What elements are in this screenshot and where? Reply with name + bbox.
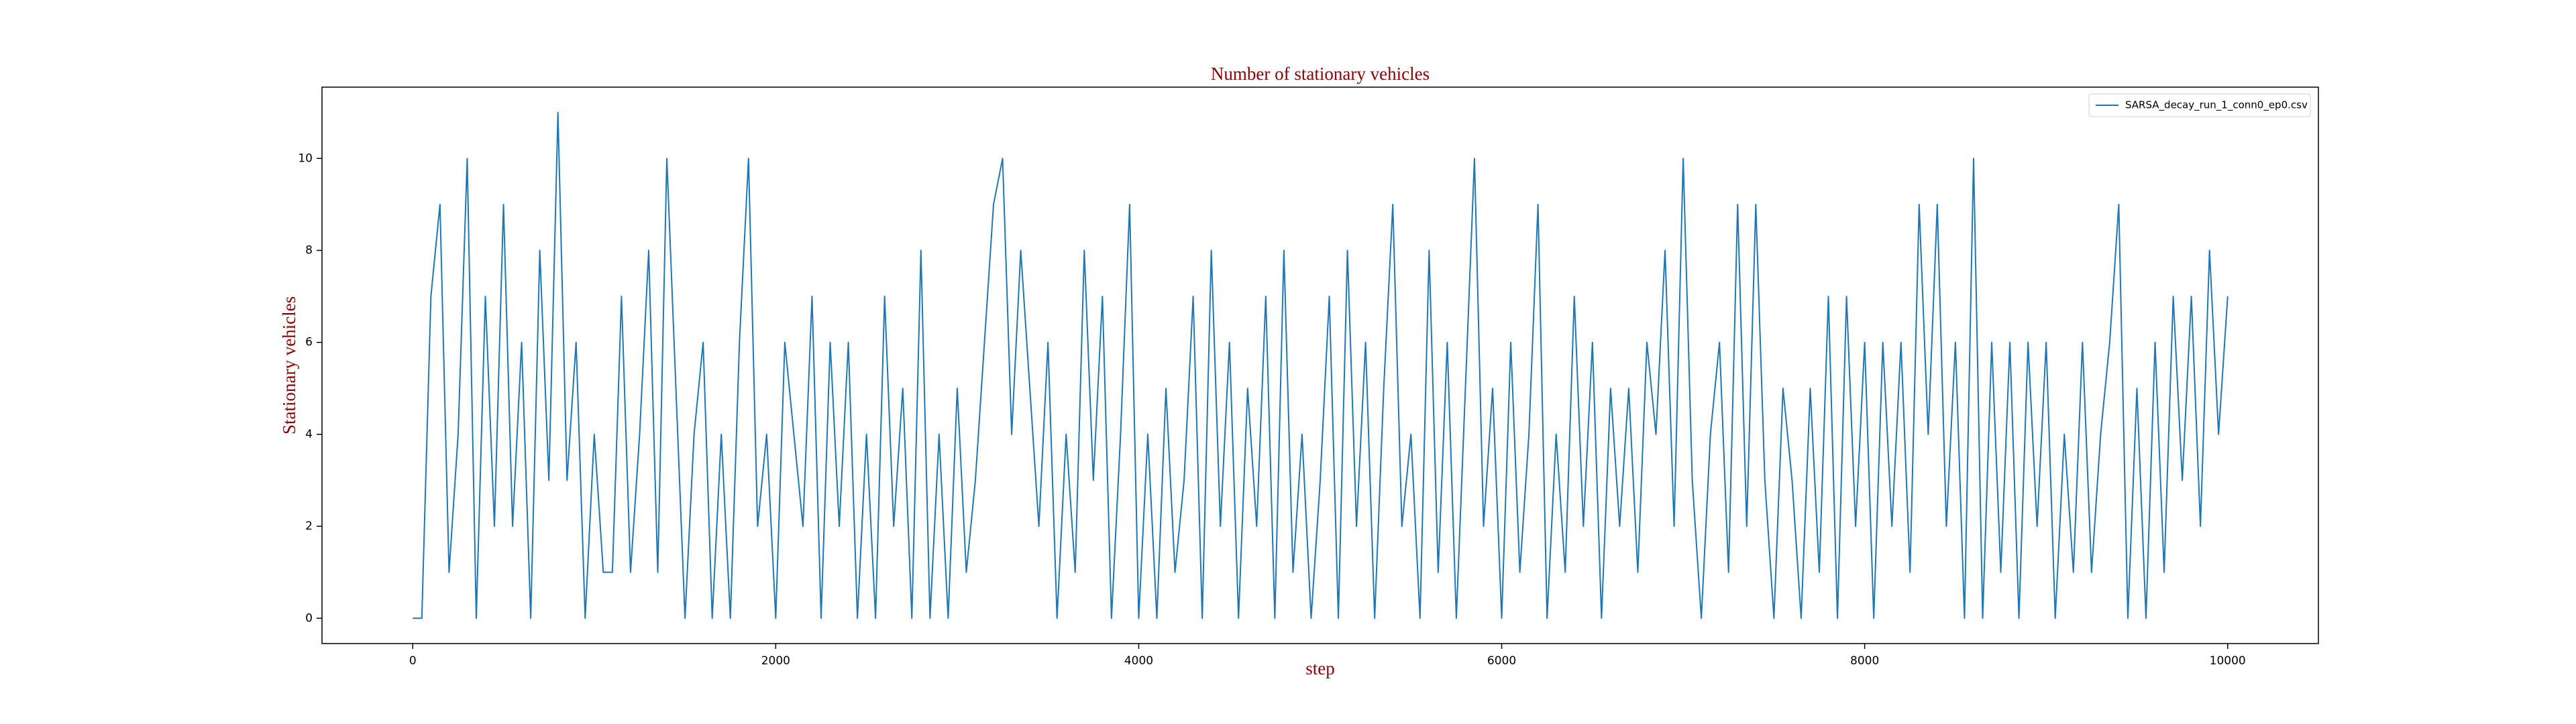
- x-tick-label: 0: [409, 654, 417, 668]
- y-tick-label: 4: [305, 428, 313, 441]
- chart-title: Number of stationary vehicles: [1211, 64, 1430, 84]
- legend-label: SARSA_decay_run_1_conn0_ep0.csv: [2125, 99, 2308, 112]
- y-tick-label: 10: [298, 152, 313, 165]
- plot-frame: [321, 86, 2319, 644]
- y-tick-label: 2: [305, 520, 313, 533]
- y-tick-label: 0: [305, 611, 313, 625]
- x-tick-label: 10000: [2210, 654, 2246, 668]
- data-line: [413, 111, 2229, 619]
- x-tick-label: 4000: [1124, 654, 1153, 668]
- x-tick-label: 6000: [1487, 654, 1516, 668]
- y-axis-label: Stationary vehicles: [279, 296, 299, 434]
- legend-box: [2088, 93, 2311, 117]
- y-tick-label: 6: [305, 336, 313, 349]
- y-tick-label: 8: [305, 244, 313, 257]
- x-axis-label: step: [1305, 658, 1335, 678]
- x-tick-label: 8000: [1850, 654, 1879, 668]
- x-tick-label: 2000: [761, 654, 790, 668]
